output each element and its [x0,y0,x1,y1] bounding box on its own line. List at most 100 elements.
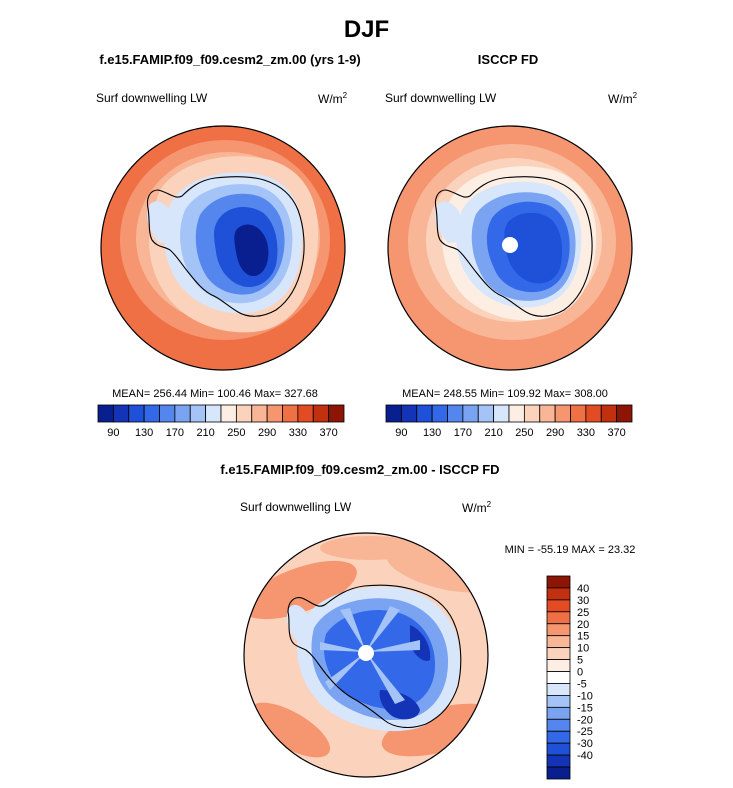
p2-colorbar-tick-3: 210 [484,427,502,439]
p1-colorbar-tick-3: 210 [196,427,214,439]
p3-colorbar-tick-6: 5 [577,655,583,667]
panel1-map [101,126,345,370]
p2-colorbar-tick-5: 290 [546,427,564,439]
p2-colorbar-tick-7: 370 [607,427,625,439]
p2-colorbar-box-6 [477,404,495,423]
p3-colorbar-box-16 [546,766,571,780]
p3-colorbar-box-7 [546,659,571,672]
p1-colorbar-box-3 [143,404,160,423]
p2-colorbar-box-8 [508,404,525,423]
p3-colorbar-box-8 [546,671,571,684]
panel3-variable-label: Surf downwelling LW [240,500,352,514]
p3-colorbar-tick-10: -15 [577,702,593,714]
p1-colorbar-tick-2: 170 [166,427,184,439]
p3-ice-mid [324,610,436,710]
p2-ice-deep [504,212,563,284]
p2-colorbar-box-3 [431,404,448,423]
p2-colorbar-box-7 [493,404,510,423]
p3-colorbar-box-12 [546,718,571,732]
p1-colorbar-box-6 [189,404,207,423]
p3-colorbar-box-13 [546,730,571,744]
p2-peninsula [435,201,463,243]
p3-colorbar-box-11 [546,706,571,720]
p1-colorbar-box-4 [159,404,176,423]
p1-colorbar-box-12 [282,404,299,423]
p3-colorbar-tick-0: 40 [577,583,589,595]
p1-colorbar-box-9 [235,404,253,423]
p3-colorbar-box-5 [546,635,571,649]
panel1-stats: MEAN= 256.44 Min= 100.46 Max= 327.68 [112,388,318,400]
panel1-colorbar: 90 130 170 210 250 290 330 370 [97,404,345,439]
p2-colorbar-box-14 [600,404,618,423]
p3-colorbar-box-6 [546,647,571,660]
panel3-stats: MIN = -55.19 MAX = 23.32 [504,544,636,556]
p3-map-border [243,532,489,778]
p3-colorbar-tick-8: -5 [577,678,587,690]
p2-colorbar-box-15 [616,404,633,423]
p1-colorbar-box-14 [312,404,330,423]
p1-colorbar-box-10 [251,404,268,423]
p1-colorbar-box-13 [297,404,314,423]
p3-colorbar-tick-2: 25 [577,607,589,619]
p3-ocean-bias-a [244,560,357,620]
p1-colorbar-box-11 [266,404,283,423]
p3-colorbar-tick-13: -30 [577,738,593,750]
p1-colorbar-box-8 [220,404,237,423]
p1-colorbar-tick-7: 370 [319,427,337,439]
p3-colorbar-tick-7: 0 [577,667,583,679]
panel2-variable-label: Surf downwelling LW [385,91,497,105]
p3-ocean-bias-e [320,536,420,560]
p3-colorbar-tick-4: 15 [577,631,589,643]
p2-colorbar-tick-6: 330 [577,427,595,439]
p3-colorbar-box-15 [546,754,571,768]
p3-pole-hole [358,645,374,661]
panel3-title: f.e15.FAMIP.f09_f09.cesm2_zm.00 - ISCCP … [220,462,500,477]
p3-colorbar-tick-14: -40 [577,750,593,762]
figure-title: DJF [343,16,390,43]
p1-colorbar-tick-4: 250 [227,427,245,439]
p1-colorbar-box-0 [97,404,114,423]
p3-colorbar-box-2 [546,599,571,613]
p1-colorbar-tick-5: 290 [258,427,276,439]
p1-colorbar-box-2 [128,404,145,423]
p2-colorbar-box-12 [570,404,587,423]
p1-colorbar-tick-1: 130 [135,427,153,439]
panel2-stats: MEAN= 248.55 Min= 109.92 Max= 308.00 [402,388,608,400]
p2-map-border [387,125,633,371]
p3-ice-deep-a [379,690,420,720]
p1-colorbar-tick-6: 330 [289,427,307,439]
p2-pole-hole [502,237,518,253]
p2-colorbar-box-5 [462,404,479,423]
p1-colorbar-box-7 [205,404,222,423]
p1-colorbar-box-15 [328,404,345,423]
p2-colorbar-box-4 [447,404,464,423]
p3-colorbar-box-9 [546,683,571,696]
p1-ice-min [234,224,269,277]
p2-colorbar-box-2 [416,404,433,423]
p2-colorbar-tick-1: 130 [423,427,441,439]
p1-colorbar-box-5 [174,404,191,423]
panel1-title: f.e15.FAMIP.f09_f09.cesm2_zm.00 (yrs 1-9… [99,52,361,67]
p1-map-border [100,125,346,371]
p3-ice-deep-b [410,625,431,661]
p1-continent-outline [146,176,305,317]
p3-peninsula [286,604,309,640]
p2-colorbar-box-1 [400,404,418,423]
p1-colorbar-tick-0: 90 [107,427,119,439]
p3-colorbar-box-3 [546,611,571,625]
panel1-units: W/m2 [318,91,348,106]
p2-colorbar-tick-2: 170 [454,427,472,439]
p3-colorbar-box-0 [546,575,571,589]
p2-colorbar-tick-0: 90 [395,427,407,439]
p2-colorbar-tick-4: 250 [515,427,533,439]
p3-ocean-bias-d [250,702,330,758]
panel1-variable-label: Surf downwelling LW [96,91,208,105]
p2-colorbar-box-10 [539,404,556,423]
p1-peninsula [147,201,175,243]
p3-colorbar-tick-9: -10 [577,690,593,702]
p2-colorbar-box-11 [554,404,571,423]
p2-colorbar-box-13 [585,404,602,423]
p3-colorbar-box-14 [546,742,571,756]
